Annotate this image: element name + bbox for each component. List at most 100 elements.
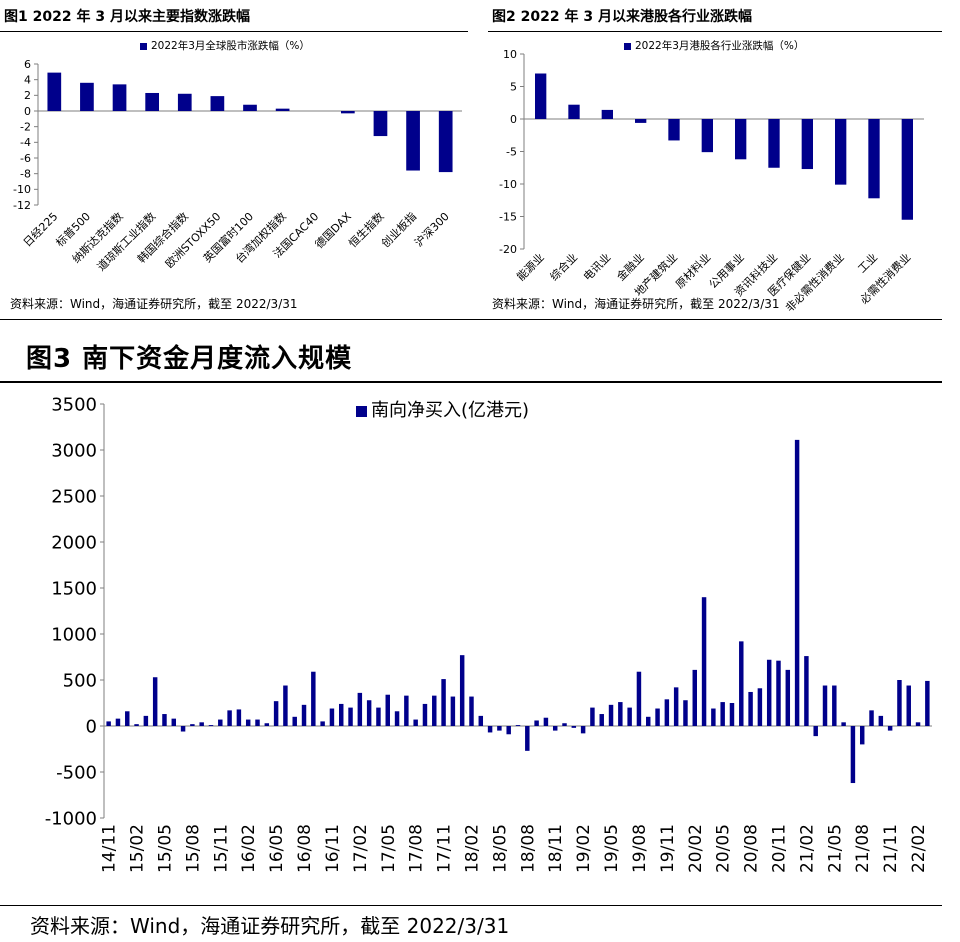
top-panels-bottom-rule (0, 319, 942, 320)
chart3-bar (804, 656, 809, 726)
chart1-bar (243, 104, 257, 111)
chart3-bar (115, 718, 121, 726)
chart3-x-labels: 14/11 15/02 15/05 15/08 15/11 16/02 16/05 16/08… (100, 824, 929, 873)
chart3-y-tick-label: 0 (86, 716, 97, 737)
chart3-x-tick-label: 17/02 (351, 824, 371, 873)
fig3-source-rule (0, 905, 942, 906)
chart1-y-tick-label: 0 (24, 105, 31, 118)
chart3-bar (283, 685, 288, 726)
chart1-y-tick-label: -4 (20, 136, 31, 149)
chart3-bar (497, 726, 502, 731)
chart3-bar (171, 718, 177, 726)
chart2-bar (701, 119, 713, 153)
chart2-y-tick-label: -10 (499, 178, 517, 191)
chart3-x-tick-label: 18/05 (490, 824, 510, 873)
chart3-y-tick-label: 3000 (51, 440, 97, 461)
chart3-x-tick-label: 16/05 (267, 824, 287, 873)
chart3-bar (413, 719, 418, 726)
chart3-axes: 3500 3000 2500 2000 1500 1000 500 0 -500 -1000 (45, 394, 932, 829)
chart3-bar (311, 671, 316, 726)
chart3-bar (552, 726, 558, 731)
chart3-bar (580, 726, 586, 734)
chart3-x-tick-label: 15/02 (128, 824, 148, 873)
chart3-bar (794, 439, 800, 726)
chart2-x-tick-label: 原材料业 (672, 250, 713, 291)
chart3-x-tick-label: 17/05 (379, 824, 399, 873)
fig1-source: 资料来源：Wind，海通证券研究所，截至 2022/3/31 (10, 297, 298, 311)
chart1-bar (47, 72, 62, 111)
chart3-bar (329, 708, 335, 726)
chart3-x-tick-label: 18/11 (546, 824, 566, 873)
chart2-bar (601, 109, 613, 119)
chart3-x-tick-label: 20/08 (742, 824, 762, 873)
chart3-y-tick-label: 500 (63, 670, 97, 691)
chart3-bar (766, 659, 772, 726)
chart3-bar (701, 597, 707, 726)
chart3-bar (925, 680, 930, 726)
chart3-x-tick-label: 17/11 (435, 824, 455, 873)
chart3-bar (357, 692, 363, 726)
chart2-x-tick-label: 工业 (855, 251, 880, 276)
chart1-legend-label: 2022年3月全球股市涨跌幅（%） (151, 39, 310, 52)
chart1-x-tick-label: 创业板指 (378, 209, 419, 250)
chart3-bar (469, 696, 474, 726)
chart3-bar (850, 726, 856, 784)
chart2-legend: 2022年3月港股各行业涨跌幅（%） (624, 39, 804, 52)
chart1-bar (340, 111, 355, 114)
chart3-bar (162, 714, 167, 726)
chart3-legend-swatch (356, 406, 367, 417)
chart2-x-tick-label: 金融业 (614, 250, 647, 283)
chart3-bar (739, 641, 744, 726)
chart3-bar (664, 699, 670, 726)
chart3-bar (376, 707, 381, 726)
chart2-bar (568, 104, 580, 119)
chart3-bar (869, 710, 874, 726)
fig2-title-rule (488, 31, 942, 32)
chart1-x-tick-label: 恒生指数 (346, 209, 387, 250)
chart1-x-labels: 日经225标普500纳斯达克指数道琼斯工业指数韩国综合指数欧洲STOXX50英国… (21, 209, 452, 274)
chart3-bar (264, 723, 270, 726)
chart1-y-tick-label: -8 (20, 168, 31, 181)
chart3-bar (729, 703, 735, 726)
chart3-x-tick-label: 19/08 (630, 824, 650, 873)
chart3-legend-label: 南向净买入(亿港元) (371, 400, 529, 421)
chart2-y-tick-label: 10 (503, 48, 517, 61)
chart3-y-tick-label: -500 (56, 762, 97, 783)
chart2-legend-swatch (624, 43, 631, 50)
chart3-x-tick-label: 15/05 (155, 824, 175, 873)
chart3-bar (627, 707, 632, 726)
chart3-y-tick-label: 2500 (51, 486, 97, 507)
chart3-bar (608, 704, 614, 726)
chart3-bar (301, 704, 307, 726)
chart1-bars (47, 72, 453, 173)
chart3-x-tick-label: 21/02 (797, 824, 817, 873)
chart3-bar (655, 708, 660, 726)
chart3-bar (822, 685, 828, 726)
chart3-bar (562, 723, 567, 726)
chart3-x-tick-label: 14/11 (100, 824, 120, 873)
chart2-legend-label: 2022年3月港股各行业涨跌幅（%） (635, 39, 804, 52)
chart1-x-tick-label: 日经225 (21, 210, 61, 250)
chart3-x-tick-label: 18/08 (518, 824, 538, 873)
chart3-x-tick-label: 17/08 (407, 824, 427, 873)
chart3-bar (813, 726, 818, 737)
chart1-x-tick-label: 德国DAX (312, 209, 354, 251)
chart3-bar (208, 725, 214, 726)
chart2-bars (535, 73, 913, 220)
chart2-bar (735, 119, 747, 160)
chart3-y-tick-label: -1000 (45, 808, 97, 829)
chart2-bar (635, 119, 647, 123)
chart2-bar (835, 119, 847, 185)
chart2-bar (768, 119, 780, 168)
chart3-bar (711, 708, 716, 726)
chart3-bar (450, 696, 456, 726)
chart2-x-tick-label: 电讯业 (581, 251, 614, 284)
chart3-bar (394, 711, 400, 726)
chart1-y-tick-label: 2 (24, 89, 31, 102)
chart3-bar (125, 711, 130, 726)
chart3-bar (385, 694, 390, 726)
chart3-bar (478, 715, 484, 726)
chart3-bar (543, 717, 549, 726)
chart3-bar (618, 702, 623, 726)
